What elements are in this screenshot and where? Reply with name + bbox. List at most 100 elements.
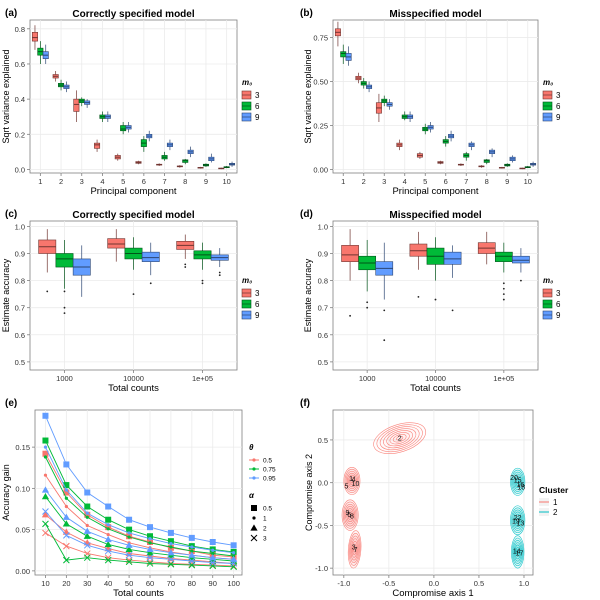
point-label: 3 xyxy=(352,544,356,551)
series-line xyxy=(45,446,234,554)
tick-label-x: 90 xyxy=(209,579,217,588)
tick-label-x: 30 xyxy=(83,579,91,588)
legend-key-point xyxy=(252,458,256,462)
box-3-5 xyxy=(416,151,423,159)
marker-triangle xyxy=(146,545,154,553)
tick-label-x: 2 xyxy=(362,177,366,186)
outlier xyxy=(502,293,505,296)
marker-cross xyxy=(104,556,112,564)
tick-label-y: 0.7 xyxy=(318,304,328,313)
box-6-7 xyxy=(161,151,168,161)
tick-label-x: 4 xyxy=(100,177,104,186)
legend: m₀3 6 9 xyxy=(241,78,260,122)
tick-label-y: 0.6 xyxy=(318,331,328,340)
legend: m₀3 6 9 xyxy=(542,78,561,122)
tick-label-x: 10000 xyxy=(123,374,144,383)
outlier xyxy=(218,274,221,277)
tick-label-y: 0.5 xyxy=(15,358,25,367)
density-contour xyxy=(511,535,525,569)
tick-label-y: 0.5 xyxy=(318,436,328,445)
axis-title-y: Sqrt variance explained xyxy=(303,49,313,143)
legend-label: 9 xyxy=(556,311,561,320)
tick-label-y: 0.05 xyxy=(15,526,30,535)
outlier xyxy=(63,312,66,315)
legend-key-point xyxy=(252,467,256,471)
point-label: 5 xyxy=(345,484,349,491)
marker-circle xyxy=(64,496,68,500)
tick-label-y: 0.10 xyxy=(15,484,30,493)
box-3-6 xyxy=(437,160,444,165)
legend-label: 3 xyxy=(556,91,561,100)
box-6-3 xyxy=(381,95,388,107)
box-3-10 xyxy=(218,167,225,170)
point-label: 20 xyxy=(510,475,518,482)
panel-label: (e) xyxy=(5,398,17,409)
box-3-1e+05 xyxy=(176,234,195,268)
tick-label-y: 0.7 xyxy=(15,304,25,313)
point-label: 17 xyxy=(516,550,524,557)
plot-area xyxy=(29,19,238,174)
series-line xyxy=(45,496,234,562)
marker-triangle xyxy=(41,493,50,500)
tick-label-y: -0.5 xyxy=(315,521,328,530)
contour-level xyxy=(389,432,410,445)
series-theta0.75-alpha3 xyxy=(42,520,237,571)
tick-label-x: 10 xyxy=(524,177,532,186)
marker-square xyxy=(105,503,112,510)
box-body xyxy=(55,253,74,268)
axis-title-x: Total counts xyxy=(108,383,159,394)
axis-title-y: Compromise axis 2 xyxy=(304,454,314,531)
box-body xyxy=(341,245,359,262)
panel-label: (f) xyxy=(300,398,310,409)
marker-triangle xyxy=(104,540,112,548)
marker-triangle xyxy=(104,535,112,543)
box-9-8 xyxy=(187,146,194,158)
tick-label-x: 1e+05 xyxy=(192,374,213,383)
series-theta0.75-alpha1 xyxy=(43,455,236,558)
tick-label-x: 40 xyxy=(104,579,112,588)
marker-square xyxy=(126,516,133,523)
tick-label-y: 0.8 xyxy=(15,277,25,286)
outlier xyxy=(149,282,152,285)
tick-label-x: 3 xyxy=(80,177,84,186)
outlier xyxy=(46,290,49,293)
box-9-3 xyxy=(84,99,91,108)
tick-label-x: 5 xyxy=(423,177,427,186)
marker-cross xyxy=(230,562,237,570)
box-3-9 xyxy=(498,166,505,169)
tick-label-y: 0.8 xyxy=(318,277,328,286)
box-3-10 xyxy=(519,167,526,170)
marker-circle xyxy=(85,523,89,528)
legend-label: 9 xyxy=(556,113,561,122)
box-6-10 xyxy=(524,165,531,169)
box-6-1e+05 xyxy=(494,242,513,301)
marker-cross xyxy=(188,557,196,565)
density-contour xyxy=(373,422,427,454)
box-3-5 xyxy=(114,153,121,161)
panel-a: (a) Correctly specified model 0.0 0.2 0.4 0.6… xyxy=(1,8,260,197)
panel-label: (d) xyxy=(300,209,313,220)
marker-triangle xyxy=(62,520,70,527)
box-9-2 xyxy=(63,81,70,93)
outlier xyxy=(451,309,454,312)
box-9-1000 xyxy=(375,242,394,342)
point-label: 19 xyxy=(512,519,520,526)
box-9-1e+05 xyxy=(210,248,229,277)
tick-label-x: 8 xyxy=(485,177,489,186)
marker-triangle xyxy=(250,524,258,531)
tick-label-y: 0.9 xyxy=(15,250,25,259)
outlier xyxy=(63,306,66,309)
contour-level xyxy=(348,512,352,518)
marker-square xyxy=(84,511,91,518)
contour-level xyxy=(512,509,524,531)
legend: m₀3 6 9 xyxy=(542,276,561,320)
marker-circle xyxy=(169,542,173,546)
marker-square xyxy=(209,539,216,545)
box-body xyxy=(141,251,160,262)
box-6-8 xyxy=(483,158,490,165)
marker-triangle xyxy=(188,551,196,558)
marker-circle xyxy=(232,551,236,555)
density-contour xyxy=(343,466,361,495)
tick-label-x: 10 xyxy=(41,579,49,588)
